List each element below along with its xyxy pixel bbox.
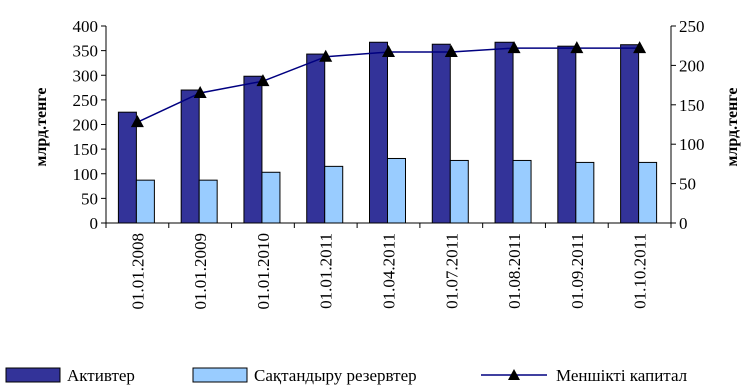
equity-marker-2: [256, 74, 270, 87]
y-tick-label-left-150: 150: [73, 140, 99, 159]
x-tick-label-5: 01.07.2011: [442, 233, 461, 309]
legend: Активтер Сақтандыру резервтер Меншікті к…: [5, 366, 688, 385]
y-tick-label-right-100: 100: [679, 135, 705, 154]
y-tick-label-left-300: 300: [73, 66, 99, 85]
legend-label-assets: Активтер: [67, 366, 135, 385]
ticks-layer: 0 50 100 150 200 250 300 350 400 0 50 100 150 200 250: [73, 17, 705, 233]
bar-reserves-8: [638, 161, 658, 224]
y-tick-label-left-400: 400: [73, 17, 99, 36]
equity-marker-7: [570, 41, 584, 54]
y-tick-label-left-50: 50: [81, 189, 98, 208]
equity-marker-6: [507, 41, 521, 54]
y-tick-label-right-200: 200: [679, 56, 705, 75]
bar-assets-6: [494, 41, 514, 224]
bar-assets-7: [557, 45, 577, 224]
y-tick-label-right-50: 50: [679, 175, 696, 194]
bar-reserves-3: [324, 165, 344, 224]
y-axis-label-right: млрд.тенге: [724, 88, 741, 167]
y-tick-label-left-350: 350: [73, 42, 99, 61]
y-tick-label-right-250: 250: [679, 17, 705, 36]
legend-swatch-reserves: [192, 367, 248, 383]
x-tick-label-7: 01.09.2011: [568, 233, 587, 309]
bar-reserves-6: [512, 159, 532, 224]
y-tick-label-left-100: 100: [73, 165, 99, 184]
y-tick-label-right-150: 150: [679, 96, 705, 115]
bar-assets-4: [369, 41, 388, 224]
x-tick-label-4: 01.04.2011: [380, 233, 399, 309]
equity-marker-3: [319, 49, 333, 62]
x-tick-label-6: 01.08.2011: [505, 233, 524, 309]
x-tick-label-2: 01.01.2010: [254, 233, 273, 310]
bar-reserves-0: [135, 179, 155, 224]
bar-assets-0: [117, 111, 137, 224]
equity-marker-0: [130, 115, 144, 128]
bar-reserves-5: [449, 159, 469, 224]
equity-marker-1: [193, 85, 207, 98]
equity-marker-4: [382, 45, 395, 58]
legend-swatch-assets: [5, 367, 61, 383]
equity-marker-5: [444, 45, 458, 58]
bar-reserves-2: [261, 171, 281, 224]
y-tick-label-left-0: 0: [90, 214, 99, 233]
y-axis-label-left: млрд.тенге: [33, 88, 50, 167]
y-tick-label-left-200: 200: [73, 116, 99, 135]
bar-assets-3: [306, 53, 326, 224]
x-tick-label-0: 01.01.2008: [128, 233, 147, 310]
x-tick-label-1: 01.01.2009: [191, 233, 210, 309]
bar-reserves-7: [575, 161, 595, 224]
y-tick-label-left-250: 250: [73, 91, 99, 110]
bar-assets-8: [620, 44, 640, 224]
bar-assets-5: [431, 43, 451, 224]
bars-layer: [117, 41, 658, 224]
bar-assets-1: [180, 89, 200, 224]
legend-marker-equity: [508, 369, 520, 380]
bar-reserves-1: [198, 179, 218, 224]
x-tick-label-8: 01.10.2011: [631, 233, 650, 309]
equity-marker-8: [633, 41, 647, 54]
line-layer: [130, 41, 647, 128]
bar-assets-2: [243, 75, 263, 224]
bar-reserves-4: [387, 157, 406, 224]
legend-label-reserves: Сақтандыру резервтер: [254, 366, 417, 385]
legend-label-equity: Меншікті капитал: [556, 366, 688, 385]
y-tick-label-right-0: 0: [679, 214, 688, 233]
x-tick-label-3: 01.01.2011: [317, 233, 336, 309]
x-labels-layer: 01.01.2008 01.01.2009 01.01.2010 01.01.2011…: [128, 233, 649, 310]
